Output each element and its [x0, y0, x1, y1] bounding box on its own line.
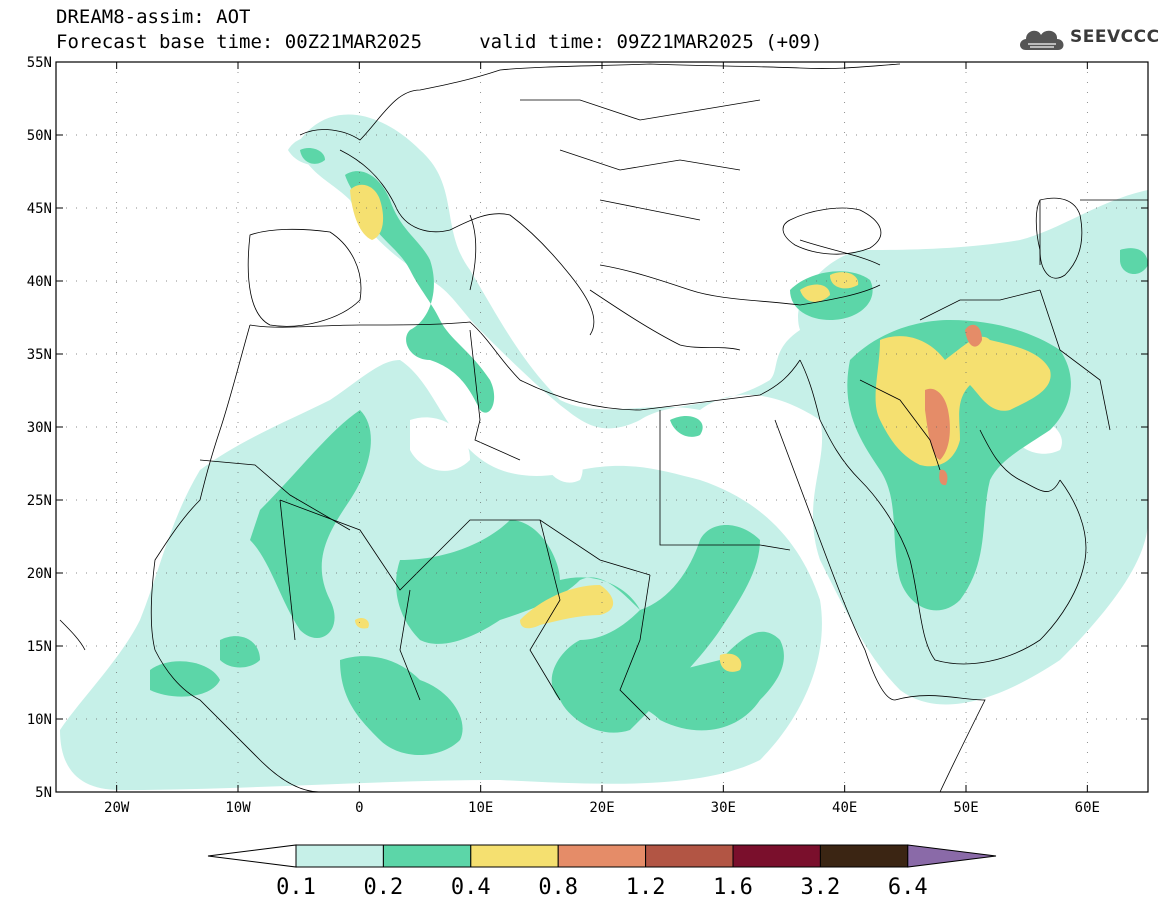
- colorbar-bin-2: [382, 844, 472, 868]
- longitude-labels: 20W 10W 0 10E 20E 30E 40E 50E 60E: [104, 800, 1100, 816]
- colorbar-under-arrow: [207, 844, 297, 868]
- lat-tick-label: 45N: [27, 201, 52, 217]
- lon-tick-label: 10E: [468, 800, 493, 816]
- cloud-icon: [1020, 30, 1064, 50]
- colorbar-bin-1: [295, 844, 384, 868]
- colorbar-label: 0.1: [276, 875, 316, 900]
- colorbar-labels: 0.1 0.2 0.4 0.8 1.2 1.6 3.2 6.4: [276, 875, 928, 900]
- lat-tick-label: 35N: [27, 347, 52, 363]
- lat-tick-label: 55N: [27, 55, 52, 71]
- colorbar-label: 1.6: [713, 875, 753, 900]
- axis-ticks: [56, 61, 1148, 793]
- colorbar-label: 0.4: [451, 875, 491, 900]
- graticule: [56, 62, 1148, 792]
- colorbar-label: 0.2: [364, 875, 404, 900]
- lon-tick-label: 50E: [953, 800, 978, 816]
- colorbar-bin-4: [557, 844, 647, 868]
- colorbar: 0.1 0.2 0.4 0.8 1.2 1.6 3.2 6.4: [207, 844, 997, 900]
- coastlines: [59, 63, 1148, 792]
- lon-tick-label: 20W: [104, 800, 130, 816]
- colorbar-bin-7: [819, 844, 909, 868]
- logo-text: SEEVCCC: [1070, 27, 1160, 47]
- aot-contour-0.8: [925, 324, 982, 486]
- colorbar-label: 1.2: [626, 875, 666, 900]
- lon-tick-label: 40E: [832, 800, 857, 816]
- lon-tick-label: 30E: [711, 800, 736, 816]
- aot-shading: [60, 114, 1148, 790]
- colorbar-label: 0.8: [538, 875, 578, 900]
- colorbar-label: 6.4: [888, 875, 928, 900]
- lat-tick-label: 25N: [27, 493, 52, 509]
- lon-tick-label: 0: [355, 800, 363, 816]
- lat-tick-label: 30N: [27, 420, 52, 436]
- lat-tick-label: 5N: [35, 785, 52, 801]
- colorbar-bin-3: [470, 844, 559, 868]
- forecast-time-subtitle: Forecast base time: 00Z21MAR2025 valid t…: [56, 31, 823, 53]
- lat-tick-label: 40N: [27, 274, 52, 290]
- lon-tick-label: 20E: [589, 800, 614, 816]
- colorbar-bin-5: [645, 844, 734, 868]
- colorbar-bin-6: [732, 844, 821, 868]
- colorbar-over-arrow: [907, 844, 997, 868]
- map-title: DREAM8-assim: AOT: [56, 6, 251, 28]
- aot-contour-0.4: [350, 184, 1051, 672]
- lat-tick-label: 20N: [27, 566, 52, 582]
- lon-tick-label: 10W: [225, 800, 251, 816]
- lat-tick-label: 15N: [27, 639, 52, 655]
- lat-tick-label: 10N: [27, 712, 52, 728]
- lon-tick-label: 60E: [1075, 800, 1100, 816]
- colorbar-label: 3.2: [801, 875, 841, 900]
- seevccc-logo: SEEVCCC: [1016, 22, 1159, 56]
- lat-tick-label: 50N: [27, 128, 52, 144]
- latitude-labels: 55N 50N 45N 40N 35N 30N 25N 20N 15N 10N 5N: [27, 55, 52, 801]
